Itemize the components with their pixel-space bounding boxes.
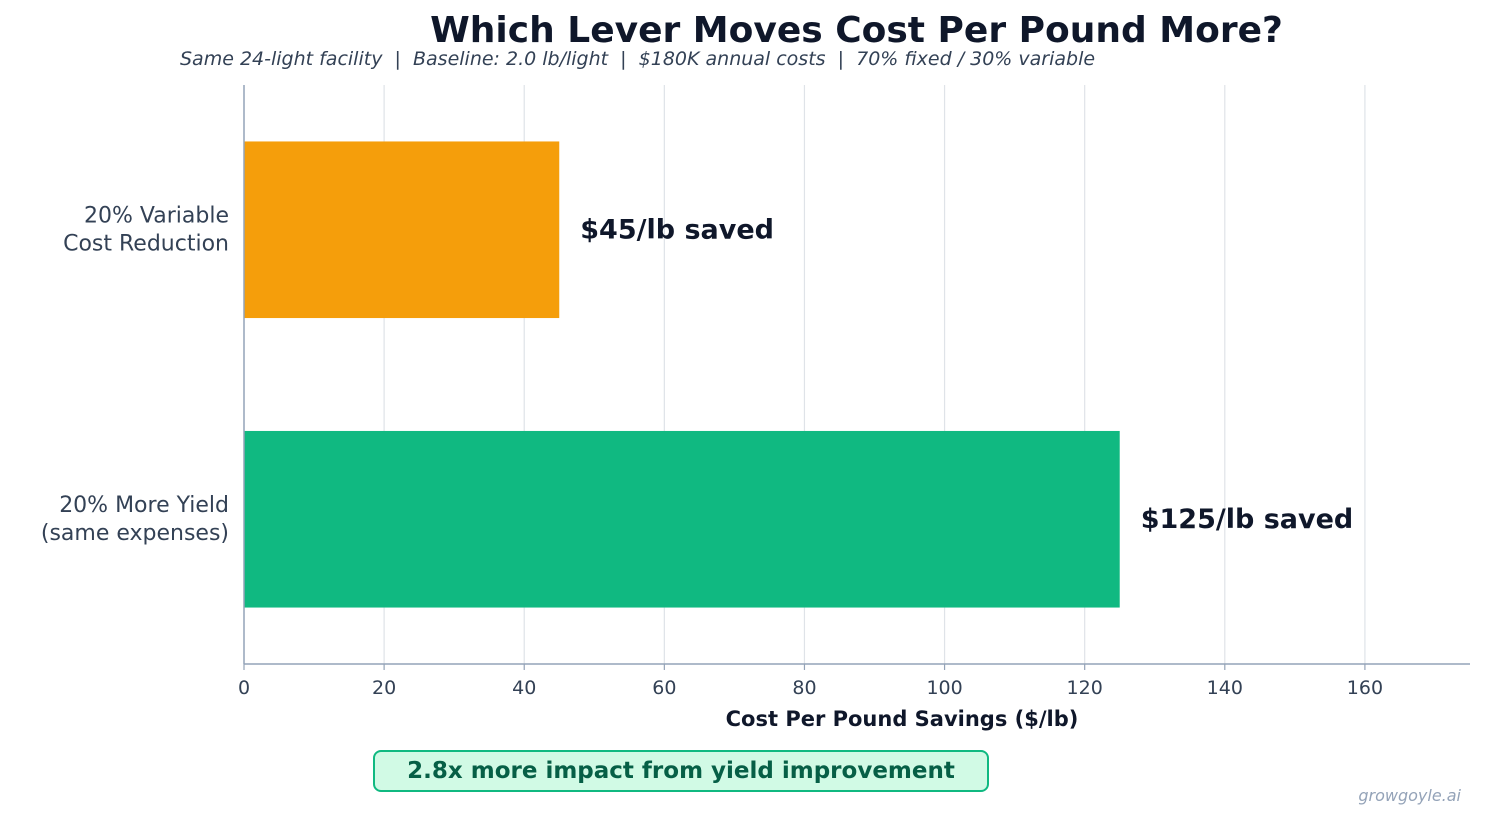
x-tick-label-7: 140 [1207,677,1243,699]
category-label-0-0: 20% Variable [84,203,229,228]
watermark: growgoyle.ai [1358,786,1461,805]
data-label-1: $125/lb saved [1141,504,1354,535]
x-tick-label-5: 100 [926,677,962,699]
x-tick-label-1: 20 [372,677,396,699]
x-tick-label-8: 160 [1347,677,1383,699]
category-label-1-0: 20% More Yield [59,493,229,518]
category-label-0-1: Cost Reduction [63,231,229,256]
chart-title: Which Lever Moves Cost Per Pound More? [430,10,1283,51]
data-label-0: $45/lb saved [580,214,774,245]
impact-annotation: 2.8x more impact from yield improvement [373,750,989,792]
x-tick-label-2: 40 [512,677,536,699]
chart-subtitle: Same 24-light facility | Baseline: 2.0 l… [180,48,1096,70]
x-tick-label-0: 0 [238,677,250,699]
x-tick-label-6: 120 [1067,677,1103,699]
x-tick-label-3: 60 [652,677,676,699]
x-tick-label-4: 80 [792,677,816,699]
x-axis-label: Cost Per Pound Savings ($/lb) [726,707,1079,731]
category-label-1-1: (same expenses) [41,521,229,546]
bar-1 [244,430,1120,608]
bar-0 [244,141,560,319]
